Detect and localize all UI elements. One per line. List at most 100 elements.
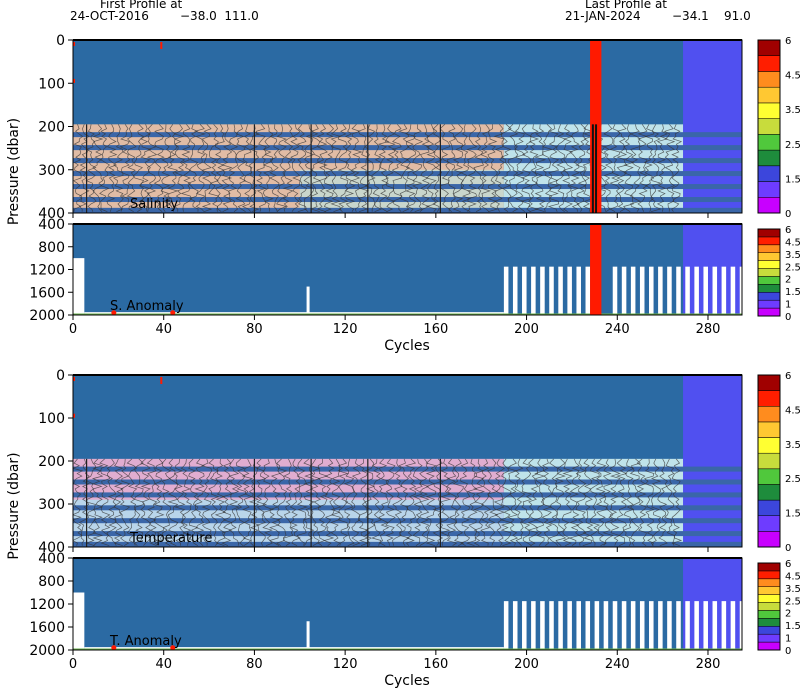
contour-line: [595, 458, 607, 547]
contour-line: [73, 458, 84, 546]
contour-line: [500, 124, 512, 212]
colorbar-tick-label: 1: [785, 300, 791, 311]
x-tick-label: 0: [69, 657, 77, 672]
contour-line: [534, 124, 547, 213]
y-axis-label: Pressure (dbar): [6, 118, 22, 225]
no-data-comb: [522, 601, 527, 650]
colorbar-tick-label: 6: [785, 371, 791, 382]
contour-line: [91, 458, 104, 546]
contour-line: [167, 124, 179, 212]
contour-line: [452, 458, 465, 547]
contour-line: [404, 458, 417, 546]
no-data-spike: [306, 621, 310, 650]
x-tick-label: 280: [696, 657, 721, 672]
no-data-comb: [667, 266, 672, 315]
contour-line: [180, 124, 192, 212]
contour-line: [556, 124, 566, 212]
no-data-region: [73, 258, 85, 315]
contour-line: [126, 458, 138, 546]
colorbar-swatch: [757, 626, 781, 635]
x-tick-label: 0: [69, 322, 77, 337]
colorbar-swatch: [757, 531, 781, 548]
panel-label: Temperature: [129, 531, 212, 546]
no-data-spike: [306, 286, 310, 315]
contour-line: [201, 124, 213, 213]
first-profile-date: 24-OCT-2016: [70, 9, 149, 23]
x-tick-label: 80: [246, 657, 263, 672]
colorbar-swatch: [757, 55, 781, 72]
flag-marker: [73, 78, 75, 83]
contour-line: [528, 124, 540, 213]
contour-line: [507, 124, 519, 213]
flagged-dark-line: [595, 124, 598, 213]
contour-line: [85, 124, 97, 212]
contour-line: [629, 124, 642, 212]
contour-line: [432, 124, 443, 212]
y-tick-label: 1200: [29, 597, 65, 613]
no-data-comb: [730, 601, 736, 650]
colorbar-swatch: [757, 406, 781, 423]
contour-line: [562, 124, 574, 212]
no-data-comb: [531, 266, 536, 315]
contour-line: [133, 458, 145, 546]
contour-line: [256, 458, 268, 546]
contour-line: [609, 124, 621, 213]
depth-stripe: [73, 531, 742, 537]
colorbar-swatch: [757, 228, 781, 238]
contour-line: [323, 458, 335, 546]
no-data-comb: [694, 266, 699, 315]
no-data-comb: [549, 601, 554, 650]
contour-line: [180, 458, 192, 546]
y-tick-label: 100: [38, 76, 65, 92]
colorbar-swatch: [757, 570, 781, 580]
x-tick-label: 200: [514, 322, 539, 337]
colorbar-swatch: [757, 562, 781, 572]
contour-line: [657, 458, 668, 547]
x-tick-label: 120: [333, 322, 358, 337]
colorbar-tick-label: 3.5: [785, 440, 800, 451]
flag-marker: [160, 42, 163, 49]
colorbar-frame: [757, 39, 781, 214]
contour-line: [520, 124, 532, 212]
colorbar-tick-label: 1.5: [785, 174, 800, 185]
colorbar-swatch: [757, 197, 781, 214]
no-data-comb: [594, 601, 600, 650]
no-data-comb: [739, 601, 742, 650]
colorbar-frame: [757, 562, 781, 651]
no-data-comb: [667, 601, 672, 650]
contour-line: [378, 458, 390, 547]
colorbar-swatch: [757, 499, 781, 516]
contour-line: [160, 124, 172, 212]
no-data-comb: [703, 266, 708, 315]
no-data-comb: [685, 601, 690, 650]
colorbar-swatch: [757, 252, 781, 261]
contour-line: [412, 458, 423, 546]
colorbar-tick-label: 4.5: [785, 571, 800, 582]
contour-line: [664, 458, 675, 546]
contour-line: [637, 124, 648, 212]
depth-stripe: [73, 184, 742, 190]
y-tick-label: 800: [38, 240, 65, 256]
contour-line: [432, 458, 444, 546]
no-data-comb: [621, 266, 627, 315]
no-data-comb: [549, 266, 554, 315]
contour-line: [609, 458, 621, 546]
x-tick-label: 40: [155, 322, 172, 337]
contour-line: [249, 124, 260, 213]
contour-line: [542, 124, 554, 212]
colorbar-swatch: [757, 244, 781, 253]
contour-line: [371, 458, 382, 546]
colorbar-swatch: [757, 452, 781, 470]
no-data-comb: [730, 266, 736, 315]
contour-line: [460, 124, 472, 213]
contour-line: [235, 124, 247, 212]
contour-line: [446, 458, 458, 546]
y-tick-label: 800: [38, 574, 65, 590]
contour-line: [534, 458, 546, 546]
depth-stripe: [73, 197, 742, 203]
contour-line: [289, 458, 301, 547]
panel-temperature_anomaly: [73, 558, 742, 650]
colorbar-swatch: [757, 633, 781, 643]
contour-line: [106, 124, 118, 212]
no-data-comb: [503, 266, 509, 315]
